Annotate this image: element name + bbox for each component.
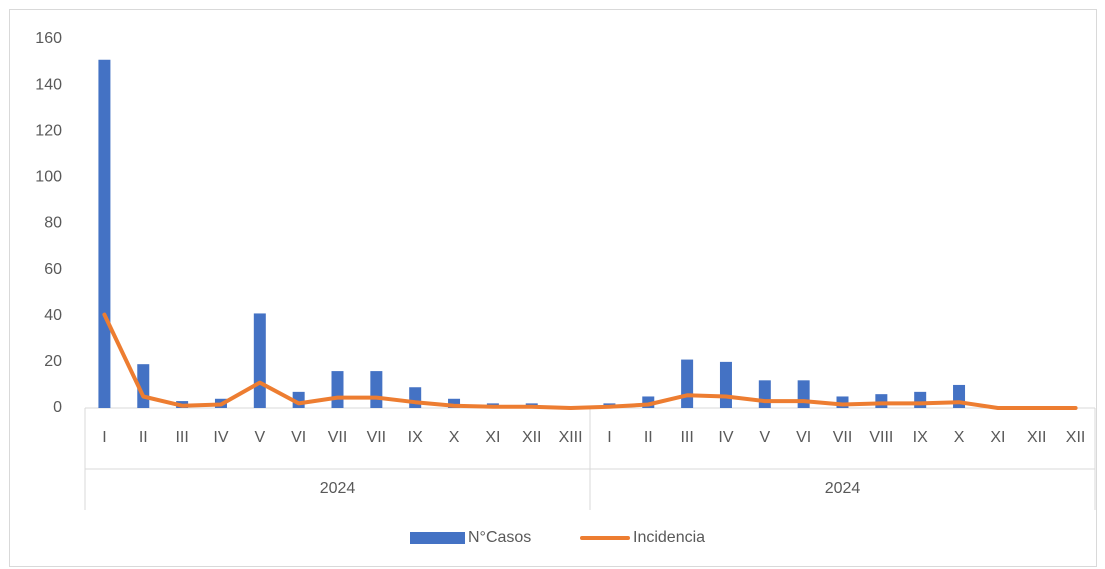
bar xyxy=(719,361,732,408)
x-tick-label: XI xyxy=(485,429,500,446)
line xyxy=(102,312,1078,410)
x-tick-label: VII xyxy=(328,429,348,446)
x-tick-label: XII xyxy=(1066,429,1086,446)
x-tick-label: IV xyxy=(718,429,733,446)
x-tick-label: III xyxy=(175,429,188,446)
bar xyxy=(875,394,888,408)
y-tick-label: 100 xyxy=(35,169,62,186)
x-tick-label: V xyxy=(254,429,265,446)
bar xyxy=(758,380,771,408)
x-tick-label: IX xyxy=(408,429,423,446)
x-tick-label: VIII xyxy=(869,429,893,446)
bar xyxy=(98,59,111,408)
x-tick-label: X xyxy=(954,429,965,446)
bar xyxy=(370,371,383,408)
x-tick-label: IV xyxy=(213,429,228,446)
x-tick-label: IX xyxy=(913,429,928,446)
x-tick-label: VII xyxy=(833,429,853,446)
chart-border xyxy=(9,9,1097,567)
group-label: 2024 xyxy=(320,480,356,497)
x-tick-label: X xyxy=(449,429,460,446)
bar xyxy=(797,380,810,408)
y-tick-label: 20 xyxy=(44,353,62,370)
x-tick-label: VI xyxy=(796,429,811,446)
y-tick-label: 40 xyxy=(44,307,62,324)
legend-label: N°Casos xyxy=(468,529,531,546)
x-tick-label: XI xyxy=(990,429,1005,446)
bar xyxy=(409,387,422,408)
x-tick-label: I xyxy=(607,429,611,446)
x-tick-label: XIII xyxy=(559,429,583,446)
legend-swatch xyxy=(410,532,465,544)
bar xyxy=(642,396,655,408)
y-tick-label: 160 xyxy=(35,30,62,47)
x-tick-label: V xyxy=(759,429,770,446)
x-tick-label: VII xyxy=(367,429,387,446)
bar xyxy=(331,371,344,408)
legend-label: Incidencia xyxy=(633,529,705,546)
x-tick-label: VI xyxy=(291,429,306,446)
x-tick-label: I xyxy=(102,429,106,446)
bar xyxy=(681,359,694,408)
y-tick-label: 80 xyxy=(44,215,62,232)
y-tick-label: 120 xyxy=(35,122,62,139)
x-tick-label: II xyxy=(644,429,653,446)
y-tick-label: 140 xyxy=(35,76,62,93)
y-tick-label: 0 xyxy=(53,399,62,416)
group-label: 2024 xyxy=(825,480,861,497)
bar xyxy=(836,396,849,408)
y-tick-label: 60 xyxy=(44,261,62,278)
bar xyxy=(448,398,461,408)
x-tick-label: III xyxy=(680,429,693,446)
x-tick-label: XII xyxy=(1027,429,1047,446)
bar xyxy=(914,391,927,408)
x-tick-label: XII xyxy=(522,429,542,446)
x-tick-label: II xyxy=(139,429,148,446)
bar xyxy=(253,313,266,408)
